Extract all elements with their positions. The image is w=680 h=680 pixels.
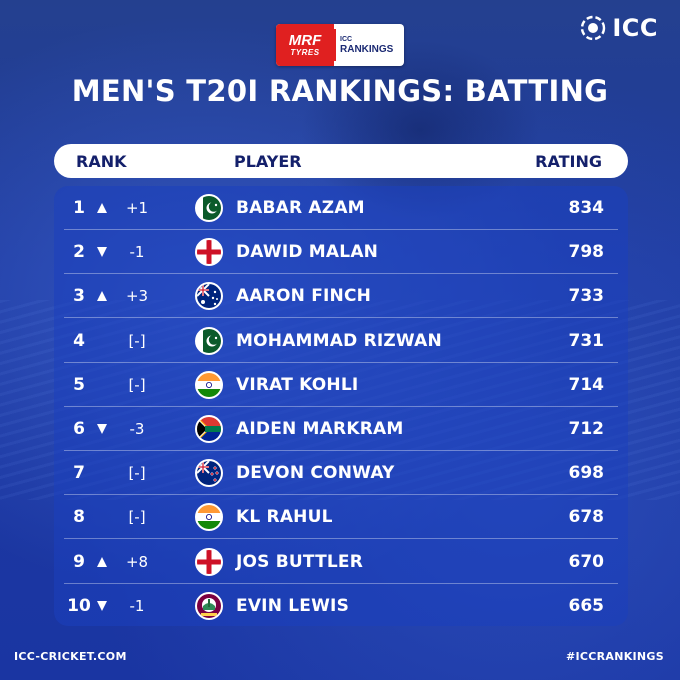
player-rating: 670: [568, 551, 605, 572]
row-divider: [64, 273, 618, 275]
row-divider: [64, 450, 618, 451]
row-divider: [64, 229, 618, 230]
table-row: 5 [-] VIRAT KOHLI 714: [54, 363, 628, 407]
player-name: DEVON CONWAY: [236, 463, 395, 484]
pakistan-flag-icon: [195, 326, 223, 355]
rank-number: 4: [73, 330, 85, 351]
icc-logo: ICC: [580, 14, 658, 42]
row-divider: [64, 582, 618, 584]
icc-rankings-logo: ICC RANKINGS: [334, 29, 404, 61]
player-name: BABAR AZAM: [236, 198, 365, 218]
arrow-up-icon: [96, 200, 108, 214]
rank-number: 9: [73, 551, 85, 572]
england-flag-icon: [195, 547, 223, 576]
sponsor-badge: MRF TYRES ICC RANKINGS: [276, 24, 404, 66]
rank-change: +8: [125, 552, 149, 571]
pakistan-flag-icon: [195, 194, 223, 222]
player-name: VIRAT KOHLI: [236, 374, 359, 395]
column-header-rank: RANK: [76, 152, 127, 171]
arrow-down-icon: [96, 244, 108, 258]
table-row: 8 [-] KL RAHUL 678: [54, 495, 628, 540]
india-flag-icon: [195, 503, 223, 532]
rank-number: 6: [73, 419, 85, 439]
australia-flag-icon: [195, 282, 223, 311]
rank-number: 5: [73, 374, 85, 395]
row-divider: [64, 361, 618, 363]
icc-logo-text: ICC: [612, 14, 658, 42]
player-rating: 714: [568, 374, 605, 395]
row-divider: [64, 538, 618, 540]
player-rating: 733: [568, 286, 605, 307]
west-indies-flag-icon: [195, 591, 223, 620]
arrow-down-icon: [96, 421, 108, 435]
icc-emblem-icon: [581, 15, 606, 41]
rank-number: 1: [73, 198, 85, 218]
footer-hashtag: #ICCRANKINGS: [565, 650, 664, 663]
arrow-up-icon: [96, 288, 108, 302]
south-africa-flag-icon: [195, 415, 223, 443]
player-name: AIDEN MARKRAM: [236, 419, 404, 439]
table-row: 9 +8 JOS BUTTLER 670: [54, 540, 628, 584]
mrf-logo: MRF TYRES: [276, 24, 334, 66]
table-row: 2 -1 DAWID MALAN 798: [54, 230, 628, 275]
player-rating: 731: [568, 330, 605, 351]
rank-change: [-]: [128, 464, 146, 483]
rank-change: +1: [125, 199, 149, 217]
rank-number: 10: [67, 595, 91, 616]
rank-number: 8: [73, 507, 85, 528]
rank-change: -1: [129, 596, 145, 615]
table-row: 10 -1 EVIN LEWIS 665: [54, 584, 628, 628]
player-name: DAWID MALAN: [236, 242, 379, 263]
sponsor-sub: TYRES: [290, 48, 320, 57]
new-zealand-flag-icon: [195, 459, 223, 488]
rank-change: [-]: [128, 508, 146, 527]
column-header-player: PLAYER: [234, 152, 302, 171]
rank-change: [-]: [128, 375, 146, 394]
player-name: MOHAMMAD RIZWAN: [236, 330, 442, 351]
row-divider: [64, 317, 618, 319]
player-rating: 698: [568, 463, 605, 484]
table-row: 1 +1 BABAR AZAM 834: [54, 186, 628, 230]
rank-change: -3: [129, 420, 145, 438]
rank-number: 2: [73, 242, 85, 263]
player-name: AARON FINCH: [236, 286, 372, 307]
arrow-down-icon: [96, 598, 108, 612]
rank-change: -1: [129, 243, 145, 262]
player-name: EVIN LEWIS: [236, 595, 350, 616]
player-name: JOS BUTTLER: [236, 551, 364, 572]
row-divider: [64, 494, 618, 496]
player-rating: 712: [568, 419, 605, 439]
table-header: RANK PLAYER RATING: [54, 144, 628, 178]
row-divider: [64, 405, 618, 407]
player-rating: 678: [568, 507, 605, 528]
player-rating: 834: [568, 198, 605, 218]
column-header-rating: RATING: [535, 152, 602, 171]
sponsor-main: MRF: [288, 32, 322, 49]
england-flag-icon: [195, 238, 223, 267]
player-name: KL RAHUL: [236, 507, 333, 528]
table-row: 7 [-] DEVON CONWAY 698: [54, 451, 628, 496]
rankings-label: RANKINGS: [340, 43, 394, 55]
rank-change: +3: [125, 287, 149, 306]
rank-change: [-]: [128, 331, 146, 350]
table-row: 6 -3 AIDEN MARKRAM 712: [54, 407, 628, 451]
rankings-panel: [54, 186, 628, 626]
player-rating: 798: [568, 242, 605, 263]
rank-number: 3: [73, 286, 85, 307]
india-flag-icon: [195, 370, 223, 399]
footer-website: ICC-CRICKET.COM: [14, 650, 127, 663]
table-row: 4 [-] MOHAMMAD RIZWAN 731: [54, 319, 628, 363]
player-rating: 665: [568, 595, 605, 616]
rankings-small: ICC: [340, 35, 353, 43]
rank-number: 7: [73, 463, 85, 484]
table-row: 3 +3 AARON FINCH 733: [54, 274, 628, 319]
arrow-up-icon: [96, 554, 108, 568]
page-title: MEN'S T20I RANKINGS: BATTING: [71, 74, 609, 108]
